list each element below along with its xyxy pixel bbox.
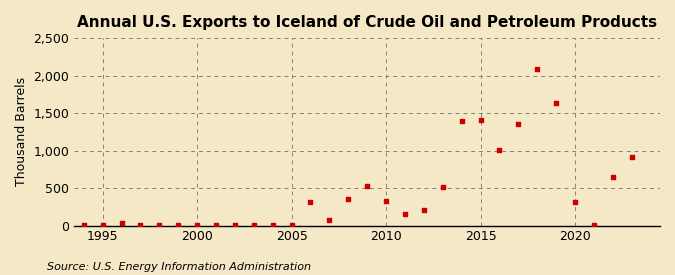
Point — [608, 175, 618, 179]
Point — [381, 199, 392, 203]
Point — [248, 223, 259, 227]
Point — [456, 119, 467, 123]
Point — [305, 200, 316, 205]
Point — [230, 223, 240, 227]
Text: Source: U.S. Energy Information Administration: Source: U.S. Energy Information Administ… — [47, 262, 311, 272]
Point — [551, 100, 562, 105]
Y-axis label: Thousand Barrels: Thousand Barrels — [15, 77, 28, 186]
Point — [400, 212, 410, 216]
Point — [418, 207, 429, 212]
Point — [589, 223, 599, 227]
Point — [97, 223, 108, 227]
Point — [626, 155, 637, 159]
Point — [173, 223, 184, 227]
Point — [135, 223, 146, 227]
Title: Annual U.S. Exports to Iceland of Crude Oil and Petroleum Products: Annual U.S. Exports to Iceland of Crude … — [77, 15, 657, 30]
Point — [362, 184, 373, 188]
Point — [211, 223, 221, 227]
Point — [532, 67, 543, 71]
Point — [192, 223, 202, 227]
Point — [570, 200, 580, 205]
Point — [343, 196, 354, 201]
Point — [78, 223, 89, 227]
Point — [116, 221, 127, 226]
Point — [437, 185, 448, 189]
Point — [267, 223, 278, 227]
Point — [513, 122, 524, 126]
Point — [475, 118, 486, 122]
Point — [494, 148, 505, 152]
Point — [286, 223, 297, 227]
Point — [324, 218, 335, 222]
Point — [154, 223, 165, 227]
